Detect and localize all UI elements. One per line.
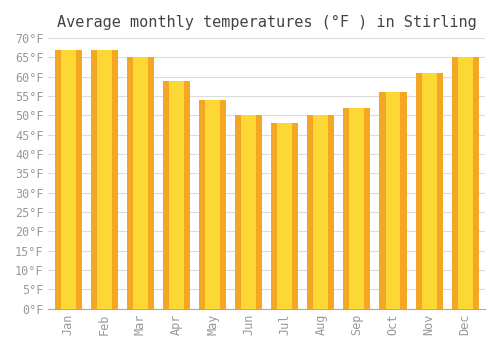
Bar <box>386 92 400 309</box>
Bar <box>61 50 76 309</box>
Bar <box>350 108 364 309</box>
Bar <box>199 100 226 309</box>
Bar <box>133 57 148 309</box>
Bar <box>91 50 118 309</box>
Bar <box>127 57 154 309</box>
Bar <box>422 73 436 309</box>
Title: Average monthly temperatures (°F ) in Stirling: Average monthly temperatures (°F ) in St… <box>57 15 476 30</box>
Bar <box>54 50 82 309</box>
Bar <box>308 116 334 309</box>
Bar <box>416 73 442 309</box>
Bar <box>241 116 256 309</box>
Bar <box>205 100 220 309</box>
Bar <box>97 50 112 309</box>
Bar <box>452 57 478 309</box>
Bar <box>380 92 406 309</box>
Bar <box>278 123 292 309</box>
Bar <box>163 80 190 309</box>
Bar <box>344 108 370 309</box>
Bar <box>169 80 184 309</box>
Bar <box>235 116 262 309</box>
Bar <box>458 57 472 309</box>
Bar <box>314 116 328 309</box>
Bar <box>271 123 298 309</box>
